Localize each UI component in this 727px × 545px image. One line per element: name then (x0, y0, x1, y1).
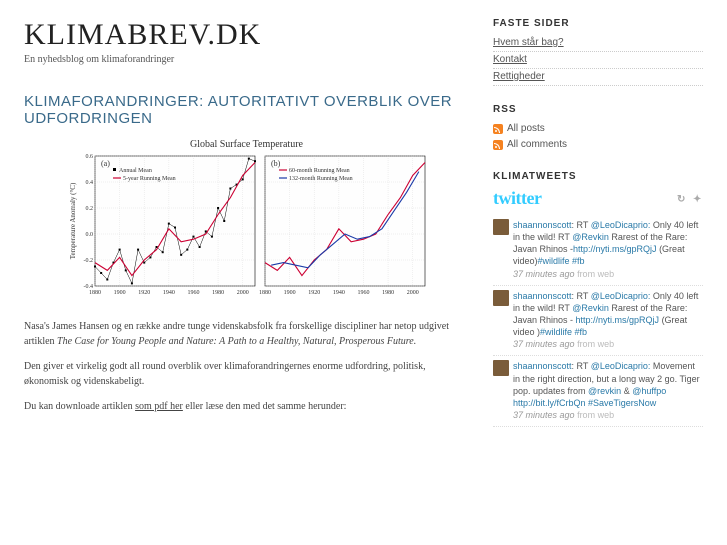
svg-text:1980: 1980 (382, 290, 394, 296)
temperature-chart: Temperature Anomaly (°C)-0.4-0.20.00.20.… (67, 152, 427, 300)
chart-title: Global Surface Temperature (24, 139, 469, 150)
site-title: KLIMABREV.DK (24, 18, 469, 52)
rss-icon (493, 140, 503, 150)
twitter-bird-icon[interactable]: ✦ (693, 194, 703, 204)
post-title[interactable]: KLIMAFORANDRINGER: AUTORITATIVT OVERBLIK… (24, 93, 469, 127)
tweet-url[interactable]: http://nyti.ms/gpRQjJ (573, 244, 657, 254)
chart-figure: Global Surface Temperature Temperature A… (24, 139, 469, 305)
svg-text:0.2: 0.2 (85, 206, 93, 212)
svg-text:(a): (a) (101, 159, 110, 168)
svg-text:Annual Mean: Annual Mean (119, 168, 152, 174)
avatar (493, 360, 509, 376)
tweet-source: from web (577, 269, 614, 279)
text: eller læse den med det samme herunder: (183, 401, 347, 412)
tweet: shaannonscott: RT @LeoDicaprio: Movement… (493, 356, 703, 427)
svg-text:132-month Running Mean: 132-month Running Mean (289, 176, 353, 182)
tweet-list: shaannonscott: RT @LeoDicaprio: Only 40 … (493, 215, 703, 427)
tweet-mention[interactable]: @LeoDicaprio: (591, 220, 651, 230)
svg-text:1940: 1940 (162, 290, 174, 296)
pdf-download-link[interactable]: som pdf her (135, 401, 183, 412)
klimatweets-heading: KLIMATWEETS (493, 171, 703, 182)
post-paragraph: Nasa's James Hansen og en række andre tu… (24, 319, 469, 349)
tweet-user[interactable]: shaannonscott (513, 291, 572, 301)
rss-heading: RSS (493, 104, 703, 115)
tweet-source: from web (577, 410, 614, 420)
post-paragraph: Du kan downloade artiklen som pdf her el… (24, 399, 469, 414)
tweet-time: 37 minutes ago (513, 410, 575, 420)
svg-text:1960: 1960 (187, 290, 199, 296)
svg-text:1920: 1920 (138, 290, 150, 296)
twitter-logo: twitter ↻ ✦ (493, 188, 703, 209)
tweet-hashtag[interactable]: #wildlife #fb (540, 327, 587, 337)
sidebar-link-rettigheder[interactable]: Rettigheder (493, 69, 703, 86)
avatar (493, 219, 509, 235)
svg-text:2000: 2000 (236, 290, 248, 296)
tweet: shaannonscott: RT @LeoDicaprio: Only 40 … (493, 286, 703, 357)
tweet-hashtag[interactable]: #SaveTigersNow (586, 398, 657, 408)
post-paragraph: Den giver et virkelig godt all round ove… (24, 359, 469, 389)
tweet-source: from web (577, 339, 614, 349)
faste-sider-block: FASTE SIDER Hvem står bag? Kontakt Retti… (493, 18, 703, 86)
text: Du kan downloade artiklen (24, 401, 135, 412)
klimatweets-block: KLIMATWEETS twitter ↻ ✦ shaannonscott: R… (493, 171, 703, 427)
svg-text:Temperature Anomaly (°C): Temperature Anomaly (°C) (69, 182, 77, 259)
svg-text:1980: 1980 (212, 290, 224, 296)
rss-icon (493, 124, 503, 134)
sidebar-link-kontakt[interactable]: Kontakt (493, 52, 703, 69)
tweet: shaannonscott: RT @LeoDicaprio: Only 40 … (493, 215, 703, 286)
tweet-time: 37 minutes ago (513, 339, 575, 349)
svg-text:-0.2: -0.2 (83, 258, 93, 264)
tweet-mention[interactable]: @LeoDicaprio: (591, 291, 651, 301)
svg-text:1960: 1960 (357, 290, 369, 296)
svg-text:0.4: 0.4 (85, 180, 93, 186)
refresh-icon[interactable]: ↻ (677, 194, 687, 204)
site-tagline: En nyhedsblog om klimaforandringer (24, 54, 469, 65)
svg-text:1880: 1880 (89, 290, 101, 296)
rss-block: RSS All posts All comments (493, 104, 703, 153)
tweet-mention[interactable]: @Revkin (572, 303, 609, 313)
svg-text:1900: 1900 (113, 290, 125, 296)
tweet-mention[interactable]: @Revkin (572, 232, 609, 242)
tweet-mention[interactable]: @huffpo (632, 386, 666, 396)
tweet-time: 37 minutes ago (513, 269, 575, 279)
tweet-user[interactable]: shaannonscott (513, 361, 572, 371)
tweet-hashtag[interactable]: #wildlife #fb (538, 256, 585, 266)
tweet-url[interactable]: http://bit.ly/fCrbQn (513, 398, 586, 408)
svg-text:1920: 1920 (308, 290, 320, 296)
svg-text:0.6: 0.6 (85, 154, 93, 160)
tweet-mention[interactable]: @revkin (588, 386, 621, 396)
twitter-logo-text: twitter (493, 188, 541, 209)
svg-text:2000: 2000 (406, 290, 418, 296)
svg-text:60-month Running Mean: 60-month Running Mean (289, 168, 350, 174)
rss-label: All comments (507, 137, 567, 153)
svg-text:0.0: 0.0 (85, 232, 93, 238)
sidebar-link-hvem[interactable]: Hvem står bag? (493, 35, 703, 52)
tweet-mention[interactable]: @LeoDicaprio: (591, 361, 651, 371)
svg-text:1900: 1900 (283, 290, 295, 296)
rss-label: All posts (507, 121, 545, 137)
svg-text:(b): (b) (271, 159, 281, 168)
svg-text:1880: 1880 (259, 290, 271, 296)
tweet-user[interactable]: shaannonscott (513, 220, 572, 230)
rss-all-comments[interactable]: All comments (493, 137, 703, 153)
tweet-url[interactable]: http://nyti.ms/gpRQjJ (576, 315, 660, 325)
avatar (493, 290, 509, 306)
svg-text:1940: 1940 (332, 290, 344, 296)
faste-sider-heading: FASTE SIDER (493, 18, 703, 29)
article-title-italic: The Case for Young People and Nature: A … (57, 336, 416, 347)
svg-text:5-year Running Mean: 5-year Running Mean (123, 176, 176, 182)
rss-all-posts[interactable]: All posts (493, 121, 703, 137)
